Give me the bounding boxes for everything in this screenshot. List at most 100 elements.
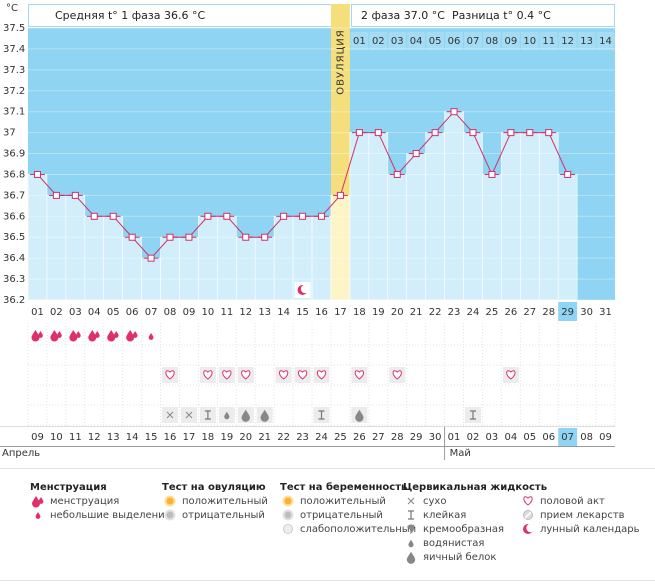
temperature-bar (46, 195, 67, 301)
heart (392, 370, 402, 380)
drop (355, 409, 364, 422)
dry (166, 411, 174, 419)
month-label: Апрель (2, 448, 40, 459)
phase2-day-cell (482, 32, 501, 50)
x-tick-label: 15 (296, 307, 309, 318)
temperature-bar (235, 236, 256, 301)
icon (355, 409, 364, 422)
phase2-day-label: 13 (580, 36, 593, 47)
temperature-marker (355, 129, 363, 137)
temperature-bar (444, 111, 464, 301)
negative (164, 509, 176, 521)
legend-item: половой акт (540, 496, 605, 507)
cream (407, 524, 415, 534)
x-tick-label: 05 (107, 307, 120, 318)
temperature-marker (336, 191, 344, 199)
icon (126, 330, 138, 342)
dry (407, 497, 415, 505)
date-label: 15 (145, 432, 158, 443)
date-label: 08 (580, 432, 593, 443)
x-tick-label: 01 (31, 307, 44, 318)
temperature-marker (242, 233, 250, 241)
x-tick-label: 18 (353, 307, 366, 318)
date-label: 12 (88, 432, 101, 443)
phase2-day-label: 02 (372, 36, 385, 47)
temperature-marker (431, 129, 439, 137)
phase2-day-label: 07 (467, 36, 480, 47)
x-tick-label: 26 (504, 307, 517, 318)
temperature-marker (564, 170, 572, 178)
date-label: 30 (429, 432, 442, 443)
phase2-day-cell (577, 32, 596, 50)
x-tick-label: 08 (164, 307, 177, 318)
heart (222, 370, 232, 380)
temperature-marker (374, 129, 382, 137)
phase2-day-cell (369, 32, 388, 50)
y-tick-label: 36.6 (3, 211, 25, 222)
month-label: Май (450, 448, 471, 459)
icon (406, 551, 416, 564)
icon (241, 409, 250, 422)
date-label: 09 (31, 432, 44, 443)
icon (69, 330, 81, 342)
icon (224, 411, 230, 420)
heart (241, 370, 251, 380)
temperature-marker (109, 212, 117, 220)
temperature-marker (507, 129, 515, 137)
heart (506, 370, 516, 380)
phase2-day-label: 03 (391, 36, 404, 47)
legend-item: прием лекарств (540, 510, 625, 521)
phase2-day-label: 09 (504, 36, 517, 47)
temperature-bar (406, 153, 426, 301)
drop (69, 330, 78, 342)
phase2-average: 2 фаза 37.0 °C (361, 9, 445, 22)
phase2-day-cell (596, 32, 615, 50)
heart (165, 370, 175, 380)
icon (88, 330, 100, 342)
temperature-marker (128, 233, 136, 241)
phase2-box (351, 4, 615, 27)
x-tick-label: 03 (69, 307, 82, 318)
drop (406, 551, 416, 564)
legend-item: водянистая (423, 538, 484, 549)
date-label: 06 (542, 432, 555, 443)
phase2-day-label: 05 (429, 36, 442, 47)
legend-item: кремообразная (423, 524, 504, 535)
temperature-marker (469, 129, 477, 137)
legend-item: клейкая (423, 510, 466, 521)
x-tick-label: 28 (542, 307, 555, 318)
date-label: 29 (410, 432, 423, 443)
x-tick-label: 23 (448, 307, 461, 318)
y-tick-label: 37.3 (3, 65, 25, 76)
date-label: 04 (504, 432, 517, 443)
date-label: 03 (486, 432, 499, 443)
phase2-day-label: 12 (561, 36, 574, 47)
sticky (318, 410, 325, 420)
temperature-bar (254, 236, 275, 301)
temperature-marker (299, 212, 307, 220)
legend-item: лунный календарь (540, 524, 640, 535)
drop (35, 512, 41, 519)
heart (523, 496, 533, 506)
temperature-marker (488, 170, 496, 178)
temperature-marker (71, 191, 79, 199)
icon (148, 333, 154, 340)
moon-cut (526, 523, 535, 533)
y-tick-label: 36.5 (3, 232, 25, 243)
today-date-cell (558, 428, 578, 446)
x-tick-label: 09 (183, 307, 196, 318)
temperature-bar (160, 236, 180, 301)
heart (203, 370, 213, 380)
phase2-day-label: 06 (448, 36, 461, 47)
temperature-difference: Разница t° 0.4 °C (452, 9, 551, 22)
drop (148, 333, 154, 340)
x-tick-label: 04 (88, 307, 101, 318)
x-tick-label: 29 (561, 307, 574, 318)
sticky (408, 510, 414, 520)
today-cell (558, 302, 578, 321)
date-label: 05 (523, 432, 536, 443)
icon (107, 330, 119, 342)
phase2-day-label: 14 (599, 36, 612, 47)
y-tick-label: 36.7 (3, 190, 25, 201)
sticky (204, 410, 211, 420)
